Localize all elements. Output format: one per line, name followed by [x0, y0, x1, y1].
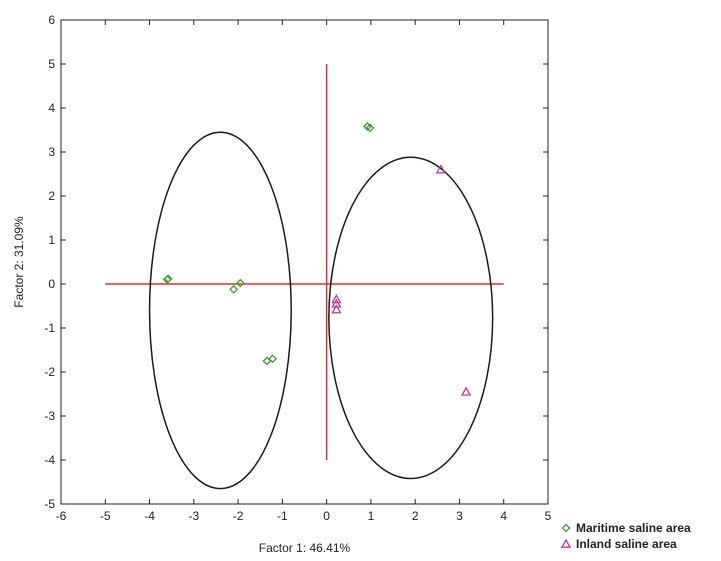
y-tick-label: 6: [48, 13, 55, 27]
group-ellipse-1: [148, 131, 292, 490]
inland-data-point: [460, 386, 472, 396]
legend-marker-maritime: [561, 523, 571, 533]
y-tick-label: -5: [44, 497, 55, 511]
x-tick-label: -3: [188, 509, 199, 523]
legend-marker-inland: [560, 538, 572, 548]
x-axis-title: Factor 1: 46.41%: [259, 541, 351, 555]
y-tick-label: 2: [48, 189, 55, 203]
x-tick-label: 1: [368, 509, 375, 523]
x-tick-label: -5: [100, 509, 111, 523]
x-tick-label: -1: [277, 509, 288, 523]
y-tick-label: -2: [44, 365, 55, 379]
y-tick-label: 1: [48, 233, 55, 247]
maritime-data-point: [229, 284, 239, 294]
x-tick-label: 0: [323, 509, 330, 523]
maritime-data-point: [235, 278, 245, 288]
x-tick-label: -4: [144, 509, 155, 523]
x-tick-label: 3: [456, 509, 463, 523]
plot-area-frame: [60, 19, 549, 505]
y-axis-title: Factor 2: 31.09%: [12, 216, 26, 308]
x-tick-label: -2: [233, 509, 244, 523]
maritime-data-point: [268, 354, 278, 364]
x-tick-label: 5: [545, 509, 552, 523]
y-tick-label: -3: [44, 409, 55, 423]
maritime-data-point: [163, 274, 173, 284]
inland-data-point: [331, 298, 342, 308]
x-tick-label: 4: [500, 509, 507, 523]
y-tick-label: 4: [48, 101, 55, 115]
y-tick-label: 0: [48, 277, 55, 291]
x-tick-label: 2: [412, 509, 419, 523]
inland-data-point: [435, 164, 446, 174]
y-tick-label: -1: [44, 321, 55, 335]
group-ellipse-2: [328, 156, 494, 480]
x-tick-label: -6: [56, 509, 67, 523]
y-tick-label: 5: [48, 57, 55, 71]
inland-data-point: [331, 294, 342, 304]
maritime-data-point: [365, 123, 375, 133]
maritime-data-point: [262, 356, 272, 366]
y-tick-label: 3: [48, 145, 55, 159]
inland-data-point: [331, 304, 342, 314]
legend-label-maritime: Maritime saline area: [576, 521, 691, 535]
legend-label-inland: Inland saline area: [576, 537, 677, 551]
y-tick-label: -4: [44, 453, 55, 467]
